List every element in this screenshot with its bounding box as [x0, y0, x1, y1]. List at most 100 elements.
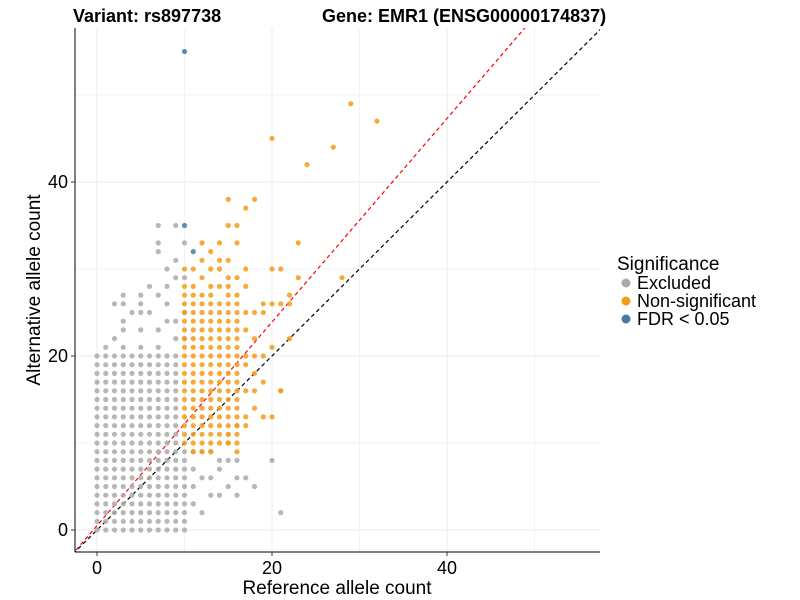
point-non-significant	[190, 379, 196, 385]
point-excluded	[103, 423, 109, 429]
point-non-significant	[208, 249, 214, 255]
point-excluded	[155, 440, 161, 446]
point-excluded	[129, 483, 135, 490]
point-non-significant	[330, 144, 336, 150]
point-non-significant	[190, 396, 196, 403]
legend: Significance Excluded Non-significant FD…	[617, 254, 756, 329]
point-excluded	[94, 379, 100, 385]
point-excluded	[164, 509, 170, 516]
point-excluded	[199, 475, 205, 481]
point-excluded	[111, 423, 118, 429]
point-excluded	[155, 431, 161, 437]
point-excluded	[138, 457, 144, 463]
point-non-significant	[234, 275, 240, 281]
point-excluded	[173, 318, 179, 324]
point-excluded	[94, 509, 100, 516]
reference-line-fitted	[75, 28, 526, 552]
y-tick-label: 40	[48, 172, 68, 192]
point-excluded	[164, 518, 170, 524]
point-non-significant	[216, 362, 223, 368]
point-excluded	[129, 379, 135, 385]
point-non-significant	[286, 301, 293, 307]
point-excluded	[111, 475, 118, 481]
point-excluded	[173, 257, 179, 263]
point-excluded	[103, 475, 109, 481]
point-excluded	[138, 353, 144, 359]
point-non-significant	[216, 414, 223, 420]
point-excluded	[173, 222, 179, 229]
point-non-significant	[199, 449, 205, 455]
point-excluded	[155, 396, 161, 403]
point-excluded	[164, 483, 170, 490]
point-non-significant	[234, 222, 240, 229]
point-excluded	[164, 466, 170, 472]
point-non-significant	[216, 423, 223, 429]
point-excluded	[120, 301, 126, 307]
point-non-significant	[190, 414, 196, 420]
point-excluded	[173, 396, 179, 403]
point-excluded	[164, 492, 170, 498]
point-non-significant	[199, 240, 205, 246]
point-excluded	[120, 414, 126, 420]
point-non-significant	[190, 449, 196, 455]
point-non-significant	[208, 396, 214, 403]
point-non-significant	[190, 344, 196, 350]
point-non-significant	[199, 344, 205, 350]
point-non-significant	[348, 101, 354, 107]
point-excluded	[129, 309, 135, 316]
point-excluded	[251, 483, 258, 490]
point-excluded	[120, 396, 126, 403]
point-excluded	[103, 518, 109, 524]
point-non-significant	[225, 318, 231, 324]
point-excluded	[120, 405, 126, 411]
point-non-significant	[278, 388, 284, 394]
point-non-significant	[339, 275, 345, 281]
point-non-significant	[181, 318, 188, 324]
point-non-significant	[295, 275, 301, 281]
point-non-significant	[295, 240, 301, 246]
point-excluded	[103, 353, 109, 359]
point-excluded	[138, 301, 144, 307]
grid-lines	[75, 28, 600, 552]
point-excluded	[120, 370, 126, 376]
point-non-significant	[181, 405, 188, 411]
point-excluded	[146, 449, 153, 455]
point-excluded	[208, 492, 214, 498]
point-non-significant	[234, 414, 240, 420]
point-non-significant	[199, 309, 205, 316]
point-non-significant	[234, 327, 240, 333]
point-excluded	[173, 423, 179, 429]
point-excluded	[138, 362, 144, 368]
point-excluded	[111, 483, 118, 490]
point-excluded	[146, 475, 153, 481]
point-non-significant	[216, 379, 223, 385]
point-non-significant	[286, 292, 293, 298]
point-non-significant	[251, 336, 258, 342]
point-excluded	[155, 501, 161, 507]
x-tick-label: 0	[92, 558, 102, 578]
point-excluded	[129, 362, 135, 368]
point-non-significant	[199, 431, 205, 437]
point-excluded	[111, 449, 118, 455]
axes: 0 20 40 0 20 40	[48, 28, 600, 578]
point-excluded	[146, 431, 153, 437]
point-excluded	[181, 527, 188, 533]
point-excluded	[155, 492, 161, 498]
point-non-significant	[225, 405, 231, 411]
point-excluded	[129, 353, 135, 359]
point-non-significant	[190, 431, 196, 437]
point-non-significant	[208, 440, 214, 446]
point-excluded	[181, 449, 188, 455]
point-excluded	[94, 483, 100, 490]
point-excluded	[120, 483, 126, 490]
point-excluded	[120, 344, 126, 350]
point-excluded	[103, 370, 109, 376]
legend-label-fdr: FDR < 0.05	[637, 309, 730, 329]
point-excluded	[190, 483, 196, 490]
point-excluded	[155, 240, 161, 246]
point-excluded	[146, 396, 153, 403]
point-non-significant	[208, 318, 214, 324]
point-non-significant	[251, 388, 258, 394]
point-non-significant	[243, 388, 249, 394]
point-non-significant	[234, 240, 240, 246]
